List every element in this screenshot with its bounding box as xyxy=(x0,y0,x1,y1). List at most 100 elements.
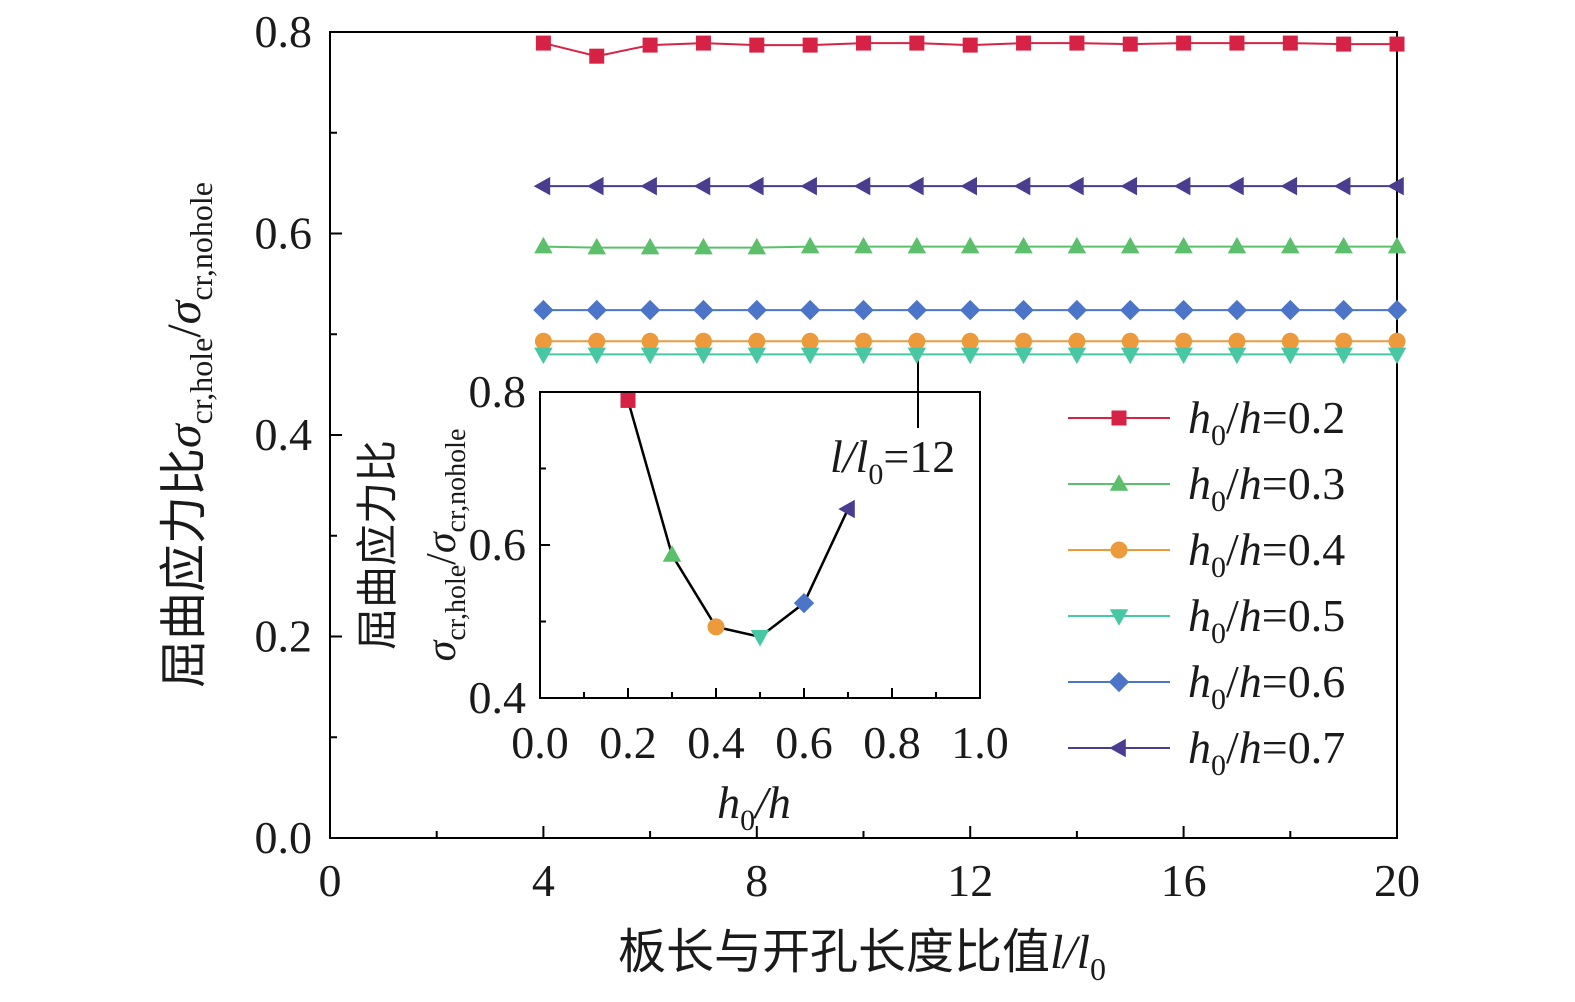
data-point xyxy=(1229,35,1245,51)
main-series-group xyxy=(533,35,1408,365)
data-point xyxy=(589,48,605,64)
data-point xyxy=(853,299,874,321)
inset-y-main: 屈曲应力比 xyxy=(355,440,402,650)
inset-annotation: l/l0=12 xyxy=(830,431,955,491)
data-point xyxy=(534,332,552,350)
data-point xyxy=(639,299,661,321)
legend-slash: / xyxy=(1226,656,1239,707)
inset-data-point xyxy=(793,592,815,614)
data-point xyxy=(800,347,820,365)
data-point xyxy=(1121,332,1139,350)
data-point xyxy=(960,236,980,254)
x-axis-title: 板长与开孔长度比值l/l0 xyxy=(618,926,1106,987)
inset-y-tick-label: 0.4 xyxy=(469,672,527,723)
legend-value: =0.6 xyxy=(1262,656,1345,707)
legend-sub: 0 xyxy=(1211,419,1226,452)
data-point xyxy=(694,332,712,350)
data-point xyxy=(1386,299,1408,321)
legend-marker xyxy=(1109,474,1129,491)
data-point xyxy=(1120,176,1138,196)
data-point xyxy=(1120,347,1140,365)
data-point xyxy=(800,236,820,254)
data-point xyxy=(1067,347,1087,365)
data-point xyxy=(1069,35,1085,51)
data-point xyxy=(800,176,817,196)
data-point xyxy=(1282,35,1298,51)
inset-x-tick-label: 0.4 xyxy=(687,717,745,768)
data-point xyxy=(1333,176,1351,196)
inset-x-tick-label: 1.0 xyxy=(951,717,1009,768)
legend-sub: 0 xyxy=(1211,749,1226,782)
inset-data-point xyxy=(662,545,682,562)
data-point xyxy=(642,37,658,53)
data-point xyxy=(1174,236,1193,254)
data-point xyxy=(586,176,604,196)
data-point xyxy=(854,347,873,365)
legend-var: h xyxy=(1188,524,1211,575)
y-tick-label: 0.2 xyxy=(255,611,313,662)
data-point xyxy=(1175,332,1193,350)
x-title-main: 板长与开孔长度比值 xyxy=(618,926,1050,979)
data-point xyxy=(1067,236,1087,254)
data-point xyxy=(1120,299,1141,321)
data-point xyxy=(534,236,553,254)
data-point xyxy=(1228,332,1246,350)
legend-var: h xyxy=(1239,458,1262,509)
data-point xyxy=(1336,36,1352,52)
legend-value: =0.5 xyxy=(1262,590,1345,641)
x-tick-label: 0 xyxy=(319,855,342,906)
data-point xyxy=(1067,176,1084,196)
data-point xyxy=(749,37,765,53)
data-point xyxy=(1280,176,1298,196)
legend-var: h xyxy=(1188,722,1211,773)
data-point xyxy=(1120,236,1140,254)
inset-plot: 0.0 0.2 0.4 0.6 0.8 1.00.40.60.8l/l0=12h0/h屈曲… xyxy=(355,366,1009,837)
legend-value: =0.3 xyxy=(1262,458,1345,509)
data-point xyxy=(855,332,872,350)
x-tick-label: 20 xyxy=(1374,855,1420,906)
data-point xyxy=(1176,35,1192,51)
data-point xyxy=(1015,332,1033,350)
data-point xyxy=(1389,36,1405,52)
y-title-sigma: σ xyxy=(158,422,211,448)
legend-var: h xyxy=(1188,458,1211,509)
inset-series-line xyxy=(626,400,850,639)
data-point xyxy=(693,299,714,321)
data-point xyxy=(1281,332,1299,350)
legend-var: h xyxy=(1239,722,1262,773)
legend-label: h0/h=0.7 xyxy=(1188,722,1345,782)
legend-slash: / xyxy=(1226,458,1239,509)
data-point xyxy=(640,176,657,196)
inset-x-sub: 0 xyxy=(740,804,755,837)
y-tick-label: 0.4 xyxy=(255,409,313,460)
data-point xyxy=(1013,176,1031,196)
y-title-main: 屈曲应力比 xyxy=(158,448,211,688)
data-point xyxy=(694,347,713,365)
annotation-var: l/l xyxy=(830,431,868,482)
data-point xyxy=(853,176,871,196)
inset-data-point xyxy=(707,618,725,636)
data-point xyxy=(535,35,551,51)
data-point xyxy=(1280,299,1301,321)
inset-y-sigma: σ xyxy=(419,530,465,553)
data-point xyxy=(747,176,764,196)
data-point xyxy=(1013,299,1034,321)
data-point xyxy=(907,347,927,365)
data-point xyxy=(587,347,607,365)
x-tick-label: 12 xyxy=(947,855,993,906)
data-point xyxy=(1068,332,1086,350)
data-point xyxy=(1227,347,1247,365)
data-point xyxy=(1014,347,1033,365)
legend-sub: 0 xyxy=(1211,617,1226,650)
inset-y-axis-title-2: σcr,hole/σcr,nohole xyxy=(419,429,472,662)
legend-sub: 0 xyxy=(1211,551,1226,584)
data-point xyxy=(587,237,607,255)
data-point xyxy=(1122,36,1138,52)
inset-y-axis-title: 屈曲应力比 xyxy=(355,440,402,650)
data-point xyxy=(1387,236,1407,254)
data-point xyxy=(533,299,554,321)
legend-label: h0/h=0.2 xyxy=(1188,392,1345,452)
legend-marker xyxy=(1111,410,1127,426)
legend-var: h xyxy=(1239,590,1262,641)
legend-var: h xyxy=(1239,524,1262,575)
